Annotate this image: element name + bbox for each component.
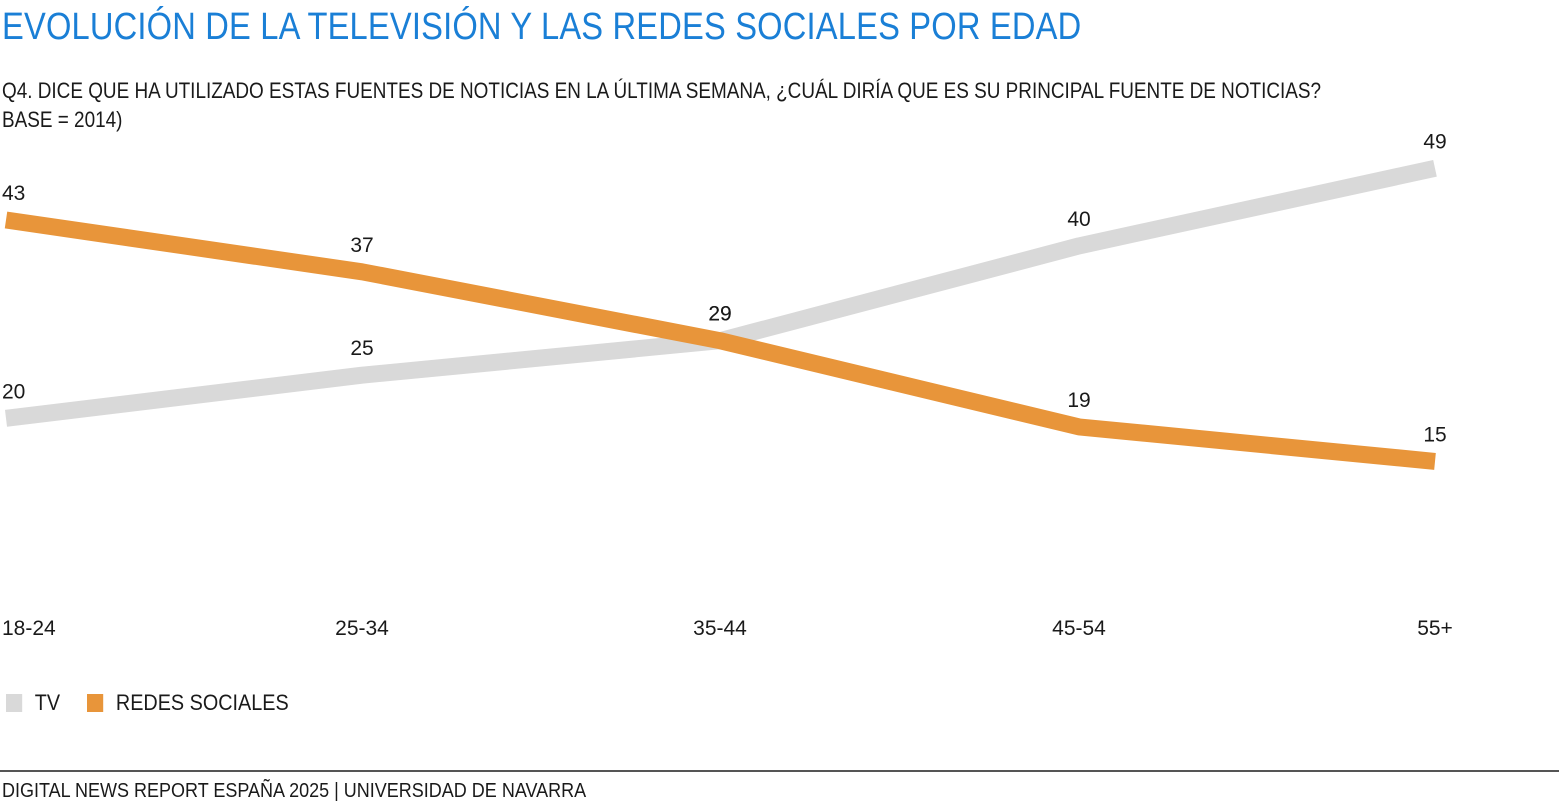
series-line-tv <box>4 159 1437 427</box>
legend-label-redes-sociales: REDES SOCIALES <box>115 690 289 715</box>
data-label-tv-18-24: 20 <box>2 380 25 403</box>
subtitle-line-2: BASE = 2014) <box>2 107 123 132</box>
footer-source: DIGITAL NEWS REPORT ESPAÑA 2025 | UNIVER… <box>2 780 587 802</box>
x-tick-label-18-24: 18-24 <box>2 617 56 640</box>
series-line-redes-sociales <box>4 211 1436 470</box>
subtitle-line-1: Q4. DICE QUE HA UTILIZADO ESTAS FUENTES … <box>2 78 1322 103</box>
legend-swatch-redes-sociales <box>87 694 104 712</box>
chart-title: EVOLUCIÓN DE LA TELEVISIÓN Y LAS REDES S… <box>2 6 1082 48</box>
legend-item-redes-sociales: REDES SOCIALES <box>87 690 289 716</box>
data-label-tv-35-44: 29 <box>708 303 731 326</box>
data-label-tv-55: 49 <box>1423 130 1446 153</box>
data-label-redes-sociales-55: 15 <box>1423 423 1446 446</box>
chart-subtitle: Q4. DICE QUE HA UTILIZADO ESTAS FUENTES … <box>2 76 1321 134</box>
legend-item-tv: TV <box>6 690 60 716</box>
x-tick-label-55: 55+ <box>1417 617 1453 640</box>
legend-label-tv: TV <box>34 690 61 715</box>
data-label-redes-sociales-35-44: 29 <box>708 303 731 326</box>
data-label-tv-25-34: 25 <box>350 337 373 360</box>
chart-legend: TV REDES SOCIALES <box>6 690 316 716</box>
footer-divider <box>0 770 1559 772</box>
x-tick-label-35-44: 35-44 <box>693 617 747 640</box>
data-label-redes-sociales-45-54: 19 <box>1067 389 1090 412</box>
data-label-redes-sociales-18-24: 43 <box>2 182 25 205</box>
legend-swatch-tv <box>6 694 23 712</box>
data-label-redes-sociales-25-34: 37 <box>350 234 373 257</box>
x-tick-label-25-34: 25-34 <box>335 617 389 640</box>
data-label-tv-45-54: 40 <box>1067 208 1090 231</box>
x-tick-label-45-54: 45-54 <box>1052 617 1106 640</box>
